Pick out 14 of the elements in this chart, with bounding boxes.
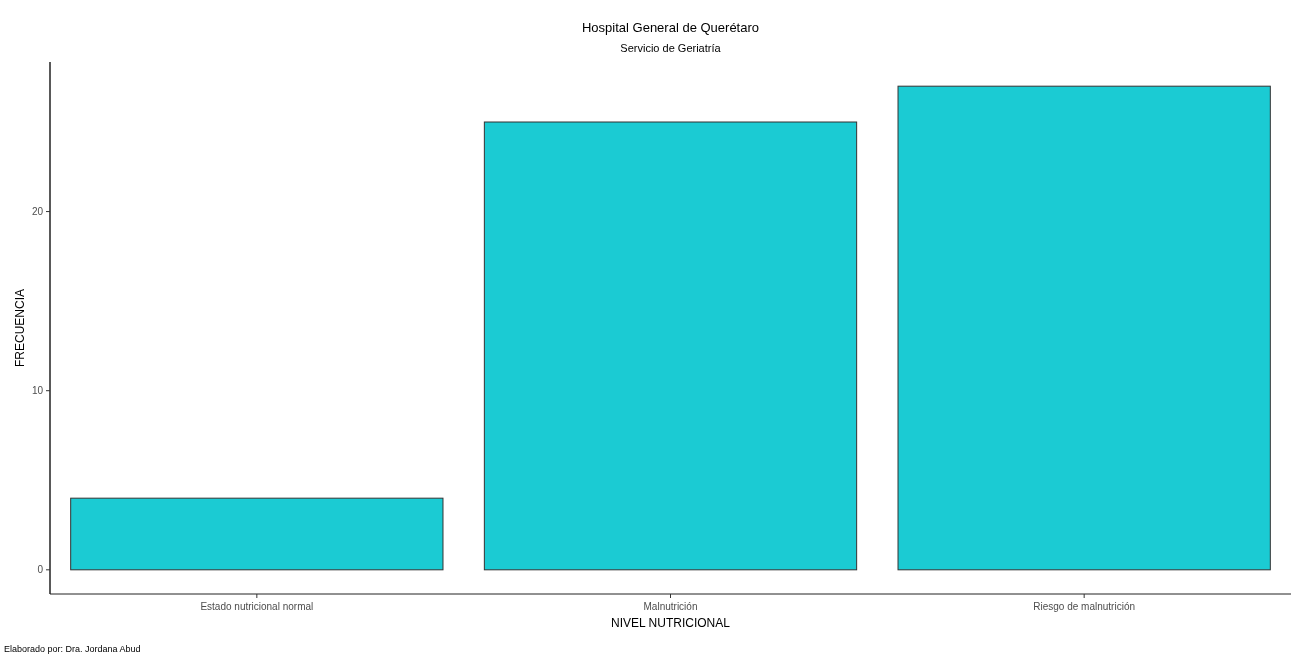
bar bbox=[897, 85, 1271, 571]
x-tick-label: Malnutrición bbox=[643, 601, 698, 612]
x-tick-label: Estado nutricional normal bbox=[200, 601, 314, 612]
y-tick-label: 10 bbox=[31, 385, 44, 397]
x-axis-title: NIVEL NUTRICIONAL bbox=[611, 616, 731, 630]
y-tick-label: 0 bbox=[37, 564, 44, 576]
y-tick-label: 20 bbox=[31, 206, 44, 218]
chart-title: Hospital General de Querétaro bbox=[581, 20, 760, 35]
text: Elaborado por: Dra. Jordana Abud bbox=[4, 644, 141, 654]
chart-subtitle: Servicio de Geriatría bbox=[620, 42, 722, 54]
x-tick-label: Riesgo de malnutrición bbox=[1033, 601, 1136, 612]
bar bbox=[483, 121, 858, 571]
y-axis-title: FRECUENCIA bbox=[13, 288, 27, 368]
bar bbox=[70, 497, 444, 571]
